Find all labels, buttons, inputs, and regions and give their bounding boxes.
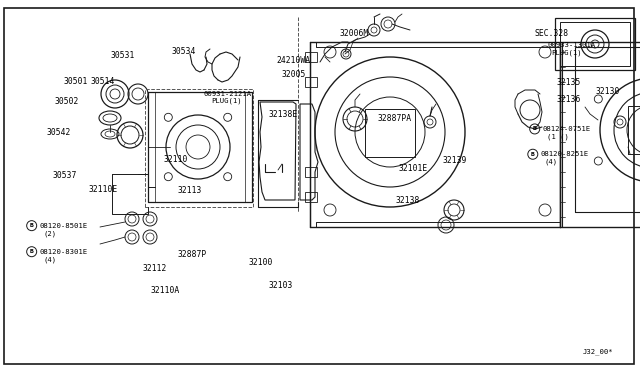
Text: 32130: 32130 — [595, 87, 620, 96]
Text: 32135: 32135 — [557, 78, 581, 87]
Bar — [628, 106, 640, 154]
Text: B: B — [533, 126, 536, 131]
Text: 24210WA: 24210WA — [276, 56, 310, 65]
Text: 08120-8501E: 08120-8501E — [40, 223, 88, 229]
Text: PLUG(1): PLUG(1) — [211, 98, 242, 105]
Text: 00931-2121A: 00931-2121A — [204, 91, 252, 97]
Text: 32103: 32103 — [269, 281, 293, 290]
Text: 30531: 30531 — [110, 51, 134, 60]
Bar — [560, 22, 630, 66]
Text: 08124-0751E: 08124-0751E — [543, 126, 591, 132]
Text: 30534: 30534 — [172, 47, 196, 56]
Text: (1 (): (1 () — [547, 134, 568, 140]
Text: 32006M: 32006M — [339, 29, 369, 38]
Text: 32113: 32113 — [178, 186, 202, 195]
Text: B: B — [531, 152, 534, 157]
Text: 32138: 32138 — [396, 196, 420, 205]
Text: 32139: 32139 — [443, 156, 467, 165]
Text: 00933-1301A: 00933-1301A — [547, 42, 595, 48]
Text: 32101E: 32101E — [398, 164, 428, 173]
Text: 08120-8251E: 08120-8251E — [541, 151, 589, 157]
Text: 32138E: 32138E — [269, 110, 298, 119]
Text: SEC.328: SEC.328 — [534, 29, 568, 38]
Text: 32110: 32110 — [164, 155, 188, 164]
Bar — [305, 192, 317, 202]
Text: PLUG(1): PLUG(1) — [552, 49, 582, 56]
Text: 08120-8301E: 08120-8301E — [40, 249, 88, 255]
Text: 30501: 30501 — [64, 77, 88, 86]
Text: (4): (4) — [545, 159, 558, 166]
Text: 32005: 32005 — [282, 70, 306, 79]
Text: J32_00*: J32_00* — [582, 348, 613, 355]
Text: 30514: 30514 — [91, 77, 115, 86]
Bar — [305, 52, 317, 62]
Text: B: B — [30, 223, 33, 228]
Bar — [305, 167, 317, 177]
Text: 32887PA: 32887PA — [378, 114, 412, 123]
Bar — [365, 109, 415, 157]
Text: 32112: 32112 — [142, 264, 166, 273]
Text: (4): (4) — [44, 256, 57, 263]
Text: B: B — [30, 249, 33, 254]
Text: 32136: 32136 — [557, 95, 581, 104]
Bar — [145, 89, 253, 207]
Text: 32110E: 32110E — [88, 185, 118, 194]
Text: 30542: 30542 — [46, 128, 70, 137]
Text: 30537: 30537 — [52, 171, 77, 180]
Text: 32887P: 32887P — [178, 250, 207, 259]
Text: 32110A: 32110A — [150, 286, 180, 295]
Bar — [305, 77, 317, 87]
Text: (2): (2) — [44, 230, 57, 237]
Text: 30502: 30502 — [54, 97, 79, 106]
Bar — [575, 47, 640, 212]
Bar — [555, 18, 635, 70]
Text: 32100: 32100 — [248, 258, 273, 267]
